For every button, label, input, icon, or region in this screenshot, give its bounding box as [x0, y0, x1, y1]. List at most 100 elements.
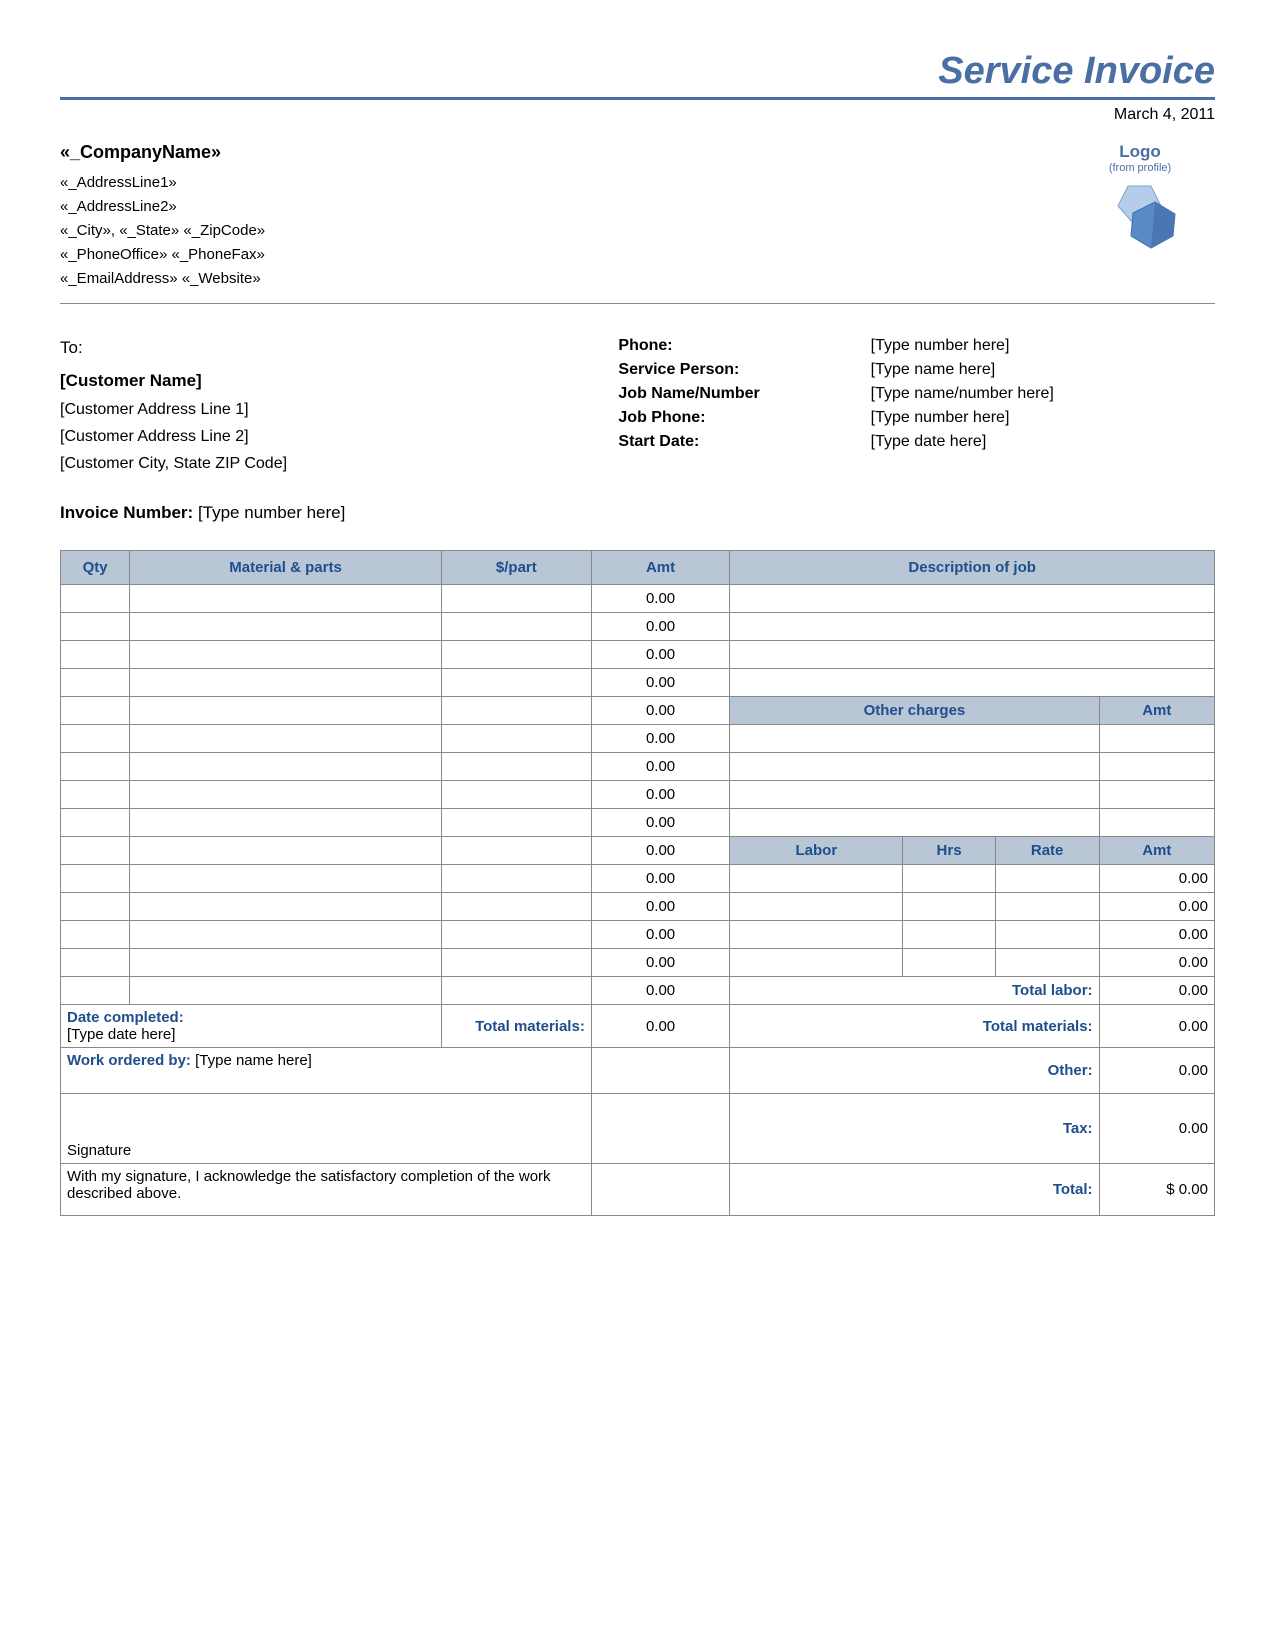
amt-cell: 0.00	[591, 809, 729, 837]
date-completed-cell: Date completed: [Type date here]	[61, 1005, 442, 1048]
header-block: «_CompanyName» «_AddressLine1» «_Address…	[60, 138, 1215, 304]
work-ordered-cell: Work ordered by: [Type name here]	[61, 1048, 592, 1094]
logo-icon	[1093, 178, 1188, 253]
phone-value[interactable]: [Type number here]	[867, 334, 1215, 358]
customer-addr2: [Customer Address Line 2]	[60, 423, 580, 450]
job-phone-value[interactable]: [Type number here]	[867, 406, 1215, 430]
invoice-number-row: Invoice Number: [Type number here]	[60, 499, 580, 528]
tax-value: 0.00	[1099, 1094, 1214, 1164]
customer-name: [Customer Name]	[60, 367, 580, 396]
table-row: 0.00	[61, 669, 1215, 697]
amt-cell: 0.00	[591, 753, 729, 781]
service-person-value[interactable]: [Type name here]	[867, 358, 1215, 382]
invoice-number-label: Invoice Number:	[60, 503, 193, 522]
start-date-value[interactable]: [Type date here]	[867, 430, 1215, 454]
table-row: Signature Tax: 0.00	[61, 1094, 1215, 1164]
invoice-number-value[interactable]: [Type number here]	[198, 503, 345, 522]
company-block: «_CompanyName» «_AddressLine1» «_Address…	[60, 138, 265, 291]
date-completed-label: Date completed:	[67, 1009, 184, 1026]
company-web: «_EmailAddress» «_Website»	[60, 267, 265, 291]
table-row: 0.00	[61, 781, 1215, 809]
table-row: With my signature, I acknowledge the sat…	[61, 1164, 1215, 1216]
acknowledgement-text: With my signature, I acknowledge the sat…	[61, 1164, 592, 1216]
labor-amt: 0.00	[1099, 893, 1214, 921]
customer-city: [Customer City, State ZIP Code]	[60, 450, 580, 477]
th-other-amt: Amt	[1099, 697, 1214, 725]
company-name: «_CompanyName»	[60, 138, 265, 167]
amt-cell: 0.00	[591, 893, 729, 921]
work-ordered-label: Work ordered by:	[67, 1052, 191, 1069]
th-desc: Description of job	[730, 551, 1215, 585]
total-labor-label: Total labor:	[730, 977, 1099, 1005]
to-block: To: [Customer Name] [Customer Address Li…	[60, 334, 580, 528]
logo-text: Logo	[1065, 142, 1215, 162]
date-completed-value[interactable]: [Type date here]	[67, 1026, 175, 1043]
page-title: Service Invoice	[60, 50, 1215, 93]
info-row: To: [Customer Name] [Customer Address Li…	[60, 334, 1215, 528]
th-amt: Amt	[591, 551, 729, 585]
start-date-label: Start Date:	[614, 430, 866, 454]
table-row: 0.00 Labor Hrs Rate Amt	[61, 837, 1215, 865]
table-row: 0.00	[61, 613, 1215, 641]
total-materials-right-label: Total materials:	[730, 1005, 1099, 1048]
amt-cell: 0.00	[591, 865, 729, 893]
table-row: 0.00	[61, 725, 1215, 753]
amt-cell: 0.00	[591, 921, 729, 949]
total-materials-right-value: 0.00	[1099, 1005, 1214, 1048]
invoice-table: Qty Material & parts $/part Amt Descript…	[60, 550, 1215, 1216]
total-materials-left-label: Total materials:	[441, 1005, 591, 1048]
title-bar: Service Invoice	[60, 50, 1215, 100]
total-materials-left-value: 0.00	[591, 1005, 729, 1048]
table-row: 0.00	[61, 585, 1215, 613]
table-row: Work ordered by: [Type name here] Other:…	[61, 1048, 1215, 1094]
grand-total-label: Total:	[730, 1164, 1099, 1216]
signature-cell[interactable]: Signature	[61, 1094, 592, 1164]
amt-cell: 0.00	[591, 725, 729, 753]
job-phone-label: Job Phone:	[614, 406, 866, 430]
amt-cell: 0.00	[591, 613, 729, 641]
table-row: 0.00 0.00	[61, 865, 1215, 893]
amt-cell: 0.00	[591, 585, 729, 613]
customer-addr1: [Customer Address Line 1]	[60, 396, 580, 423]
company-phone: «_PhoneOffice» «_PhoneFax»	[60, 243, 265, 267]
table-row: 0.00 0.00	[61, 949, 1215, 977]
th-hrs: Hrs	[903, 837, 995, 865]
labor-amt: 0.00	[1099, 865, 1214, 893]
total-labor-value: 0.00	[1099, 977, 1214, 1005]
invoice-date: March 4, 2011	[60, 106, 1215, 124]
phone-label: Phone:	[614, 334, 866, 358]
logo-placeholder: Logo (from profile)	[1065, 138, 1215, 253]
th-labor-amt: Amt	[1099, 837, 1214, 865]
labor-amt: 0.00	[1099, 949, 1214, 977]
service-person-label: Service Person:	[614, 358, 866, 382]
logo-subtext: (from profile)	[1065, 162, 1215, 174]
job-name-value[interactable]: [Type name/number here]	[867, 382, 1215, 406]
company-addr1: «_AddressLine1»	[60, 171, 265, 195]
other-value: 0.00	[1099, 1048, 1214, 1094]
amt-cell: 0.00	[591, 949, 729, 977]
amt-cell: 0.00	[591, 669, 729, 697]
amt-cell: 0.00	[591, 977, 729, 1005]
th-qty: Qty	[61, 551, 130, 585]
table-row: Date completed: [Type date here] Total m…	[61, 1005, 1215, 1048]
th-material: Material & parts	[130, 551, 442, 585]
company-addr2: «_AddressLine2»	[60, 195, 265, 219]
amt-cell: 0.00	[591, 697, 729, 725]
company-city: «_City», «_State» «_ZipCode»	[60, 219, 265, 243]
job-table: Phone:[Type number here] Service Person:…	[614, 334, 1215, 454]
table-header-row: Qty Material & parts $/part Amt Descript…	[61, 551, 1215, 585]
work-ordered-value[interactable]: [Type name here]	[195, 1052, 312, 1069]
th-ppart: $/part	[441, 551, 591, 585]
table-row: 0.00	[61, 809, 1215, 837]
table-row: 0.00 Other charges Amt	[61, 697, 1215, 725]
amt-cell: 0.00	[591, 837, 729, 865]
labor-amt: 0.00	[1099, 921, 1214, 949]
amt-cell: 0.00	[591, 781, 729, 809]
table-row: 0.00 0.00	[61, 921, 1215, 949]
table-row: 0.00	[61, 753, 1215, 781]
tax-label: Tax:	[730, 1094, 1099, 1164]
to-label: To:	[60, 334, 580, 363]
th-rate: Rate	[995, 837, 1099, 865]
th-other: Other charges	[730, 697, 1099, 725]
table-row: 0.00 Total labor: 0.00	[61, 977, 1215, 1005]
